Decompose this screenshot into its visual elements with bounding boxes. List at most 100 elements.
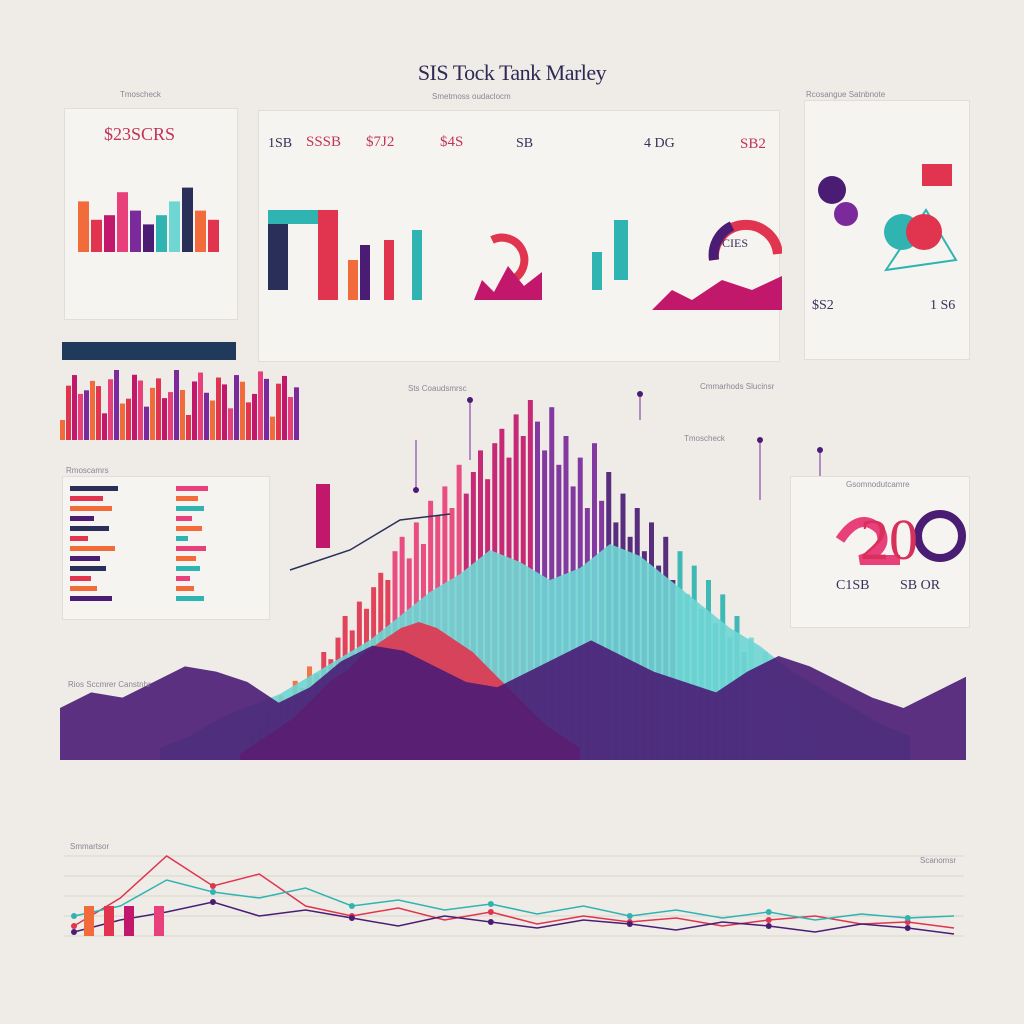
ring-stat: CIES (722, 236, 749, 250)
series-point (904, 925, 911, 931)
skyline-bar (132, 374, 137, 440)
right-big-number: 20 (860, 507, 918, 572)
series-line (73, 879, 955, 921)
stat-d: $4S (440, 134, 464, 150)
hbar (70, 546, 115, 551)
stat-c: $7J2 (366, 134, 395, 150)
bar (268, 210, 288, 290)
bar (130, 210, 141, 252)
big-stat-left: $23SCRS (104, 124, 176, 144)
skyline-bar (258, 371, 263, 440)
donut-arc (490, 233, 529, 284)
marker-dot (413, 487, 419, 493)
series-point (487, 919, 494, 925)
mid-stat-right: 1 S6 (930, 298, 956, 313)
bar (412, 230, 422, 300)
marker-dot (637, 391, 643, 397)
stat-b: SSSB (306, 134, 342, 150)
bottom-bar (124, 906, 134, 936)
stat-e: SB (516, 136, 534, 151)
skyline-bar (90, 380, 95, 440)
skyline-bar (252, 393, 257, 440)
bar (104, 215, 115, 252)
hbar (176, 566, 200, 571)
blob (906, 214, 942, 250)
skyline-bar (204, 392, 209, 440)
right-big-number-art (835, 510, 966, 565)
top-left-header: Tmoscheck (120, 90, 161, 99)
hbar (176, 486, 208, 491)
skyline-bar (294, 387, 299, 440)
mid-panel-c: Cmmarhods Slucinsr (700, 382, 775, 391)
mid-panel-a: Sts Coaudsmrsc (408, 384, 467, 393)
skyline-bar (138, 380, 143, 440)
bar (592, 252, 602, 290)
series-point (626, 921, 633, 927)
series-point (71, 913, 77, 919)
number-zero (914, 510, 966, 562)
number-two (835, 517, 900, 565)
skyline-bar (84, 390, 89, 440)
skyline-bar (276, 383, 281, 440)
top-right-header: Rcosangue Satnbnote (806, 90, 886, 99)
marker-dot (817, 447, 823, 453)
line-note: Scanomsr (920, 856, 957, 865)
ring-arc (708, 221, 735, 261)
right-stat-b: SB OR (900, 578, 941, 593)
series-line (73, 855, 955, 929)
series-point (487, 901, 494, 907)
bar (208, 219, 219, 252)
bar (348, 260, 358, 300)
bar (318, 210, 338, 300)
area (474, 266, 542, 300)
series-point (348, 915, 355, 921)
skyline-bar (288, 397, 293, 440)
bar (78, 201, 89, 252)
skyline-bar (192, 381, 197, 440)
hbar (70, 596, 112, 601)
blob (834, 202, 858, 226)
callout-bar (316, 484, 330, 548)
bar (384, 240, 394, 300)
hbar (176, 506, 204, 511)
skyline-bar (60, 420, 65, 440)
right-block-header: Gsomnodutcamre (846, 480, 910, 489)
hbar (176, 576, 190, 581)
pointer-line (289, 513, 451, 571)
top-left-panel (64, 108, 238, 320)
hbar (70, 536, 88, 541)
left-hbar-chart (70, 486, 208, 601)
skyline-bar (126, 398, 131, 440)
skyline-bar (120, 403, 125, 440)
bar (91, 219, 102, 252)
skyline-bar (282, 375, 287, 440)
hbar (70, 486, 118, 491)
bar (360, 245, 370, 300)
right-stat-a: C1SB (836, 578, 870, 593)
series-point (765, 909, 772, 915)
hbar (176, 586, 194, 591)
hbar (176, 516, 192, 521)
stat-f: 4 DG (644, 136, 675, 151)
left-block-header: Rmoscamrs (66, 466, 109, 475)
left-skyline-chart (60, 370, 299, 440)
mid-stat-left: $S2 (812, 298, 834, 313)
hbar (70, 586, 97, 591)
hbar (70, 526, 109, 531)
skyline-bar (180, 389, 185, 440)
page-title: SIS Tock Tank Marley (417, 60, 607, 85)
top-center-panel (258, 110, 780, 362)
bottom-bar (154, 906, 164, 936)
hbar (176, 596, 204, 601)
hbar (70, 506, 112, 511)
series-point (71, 929, 77, 935)
series-point (209, 899, 216, 905)
skyline-bar (174, 370, 179, 440)
mid-panel-b: Tmoscheck (684, 434, 725, 443)
skyline-bar (234, 375, 239, 440)
hbar (70, 576, 91, 581)
block (922, 164, 952, 186)
stat-g: SB2 (740, 136, 766, 152)
top-center-header: Smetmoss oudaclocm (432, 92, 511, 101)
skyline-bar (156, 378, 161, 440)
